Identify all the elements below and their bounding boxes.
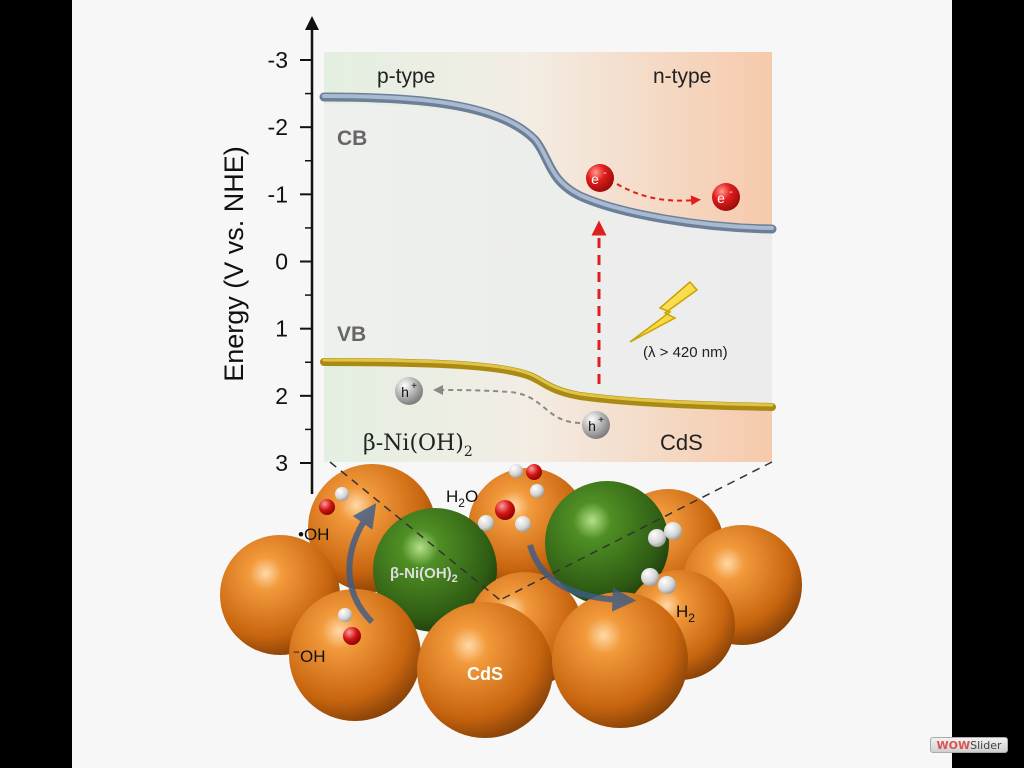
nioh-sphere [545, 481, 669, 605]
water-molecule-top [509, 464, 544, 498]
oh-radical-label: •OH [298, 525, 329, 544]
axis-tick-label: 0 [275, 249, 288, 275]
valence-band-highlight [322, 358, 774, 407]
cds-sphere [417, 602, 553, 738]
axis-tick-label: -3 [268, 47, 288, 73]
hydroxide-label: −OH [293, 645, 326, 666]
axis-tick-label: 2 [275, 383, 288, 409]
svg-text:-: - [603, 168, 606, 179]
lattice-nioh-label: β-Ni(OH)2 [390, 565, 458, 585]
vb-label: VB [337, 323, 366, 346]
wavelength-label: (λ > 420 nm) [643, 344, 728, 361]
hole-transfer-arrow [433, 385, 581, 424]
svg-text:e: e [717, 190, 725, 206]
band-gap-region [324, 104, 772, 404]
svg-text:+: + [598, 415, 604, 426]
cds-material-label: CdS [660, 430, 703, 455]
svg-text:+: + [411, 381, 417, 392]
conduction-band-highlight [322, 94, 774, 230]
oxidation-arrow [346, 503, 377, 625]
energy-axis-arrowhead [305, 16, 319, 30]
p-type-label: p-type [377, 65, 435, 88]
wowslider-watermark: WOWSlider [930, 737, 1008, 753]
svg-text:h: h [588, 418, 596, 434]
electron-cds: e - [586, 164, 614, 192]
oh-radical-molecule [319, 487, 349, 515]
lightning-icon [629, 280, 699, 343]
hydrogen-molecule [648, 522, 682, 547]
lattice-cds-label: CdS [467, 664, 503, 684]
nioh-sphere [373, 508, 497, 632]
water-label: H2O [446, 487, 478, 510]
cds-sphere [289, 589, 421, 721]
svg-text:-: - [729, 187, 732, 198]
svg-text:h: h [401, 384, 409, 400]
n-type-label: n-type [653, 65, 711, 88]
electron-transferred: e - [712, 183, 740, 211]
axis-tick-label: 1 [275, 316, 288, 342]
energy-axis-label: Energy (V vs. NHE) [219, 146, 249, 382]
hydrogen-label: H2 [676, 602, 695, 625]
projection-line [329, 461, 501, 601]
axis-tick-label: -2 [268, 114, 288, 140]
axis-tick-label: -1 [268, 181, 288, 207]
water-molecule-adsorbed [478, 500, 531, 532]
hole-cds: h + [582, 411, 610, 439]
reduction-arrow [527, 544, 637, 612]
hydroxide-molecule [338, 608, 361, 645]
hydrogen-molecule [641, 568, 676, 594]
hole-ni-oh: h + [395, 377, 423, 405]
valence-band [320, 358, 776, 411]
cb-label: CB [337, 127, 367, 150]
svg-text:e: e [591, 171, 599, 187]
axis-tick-label: 3 [275, 450, 288, 476]
electron-transfer-arrow [616, 183, 701, 206]
energy-axis-ticks: -3 -2 -1 0 1 2 3 [268, 47, 312, 476]
nioh-material-label: β-Ni(OH)2 [363, 431, 473, 460]
cds-sphere [552, 592, 688, 728]
